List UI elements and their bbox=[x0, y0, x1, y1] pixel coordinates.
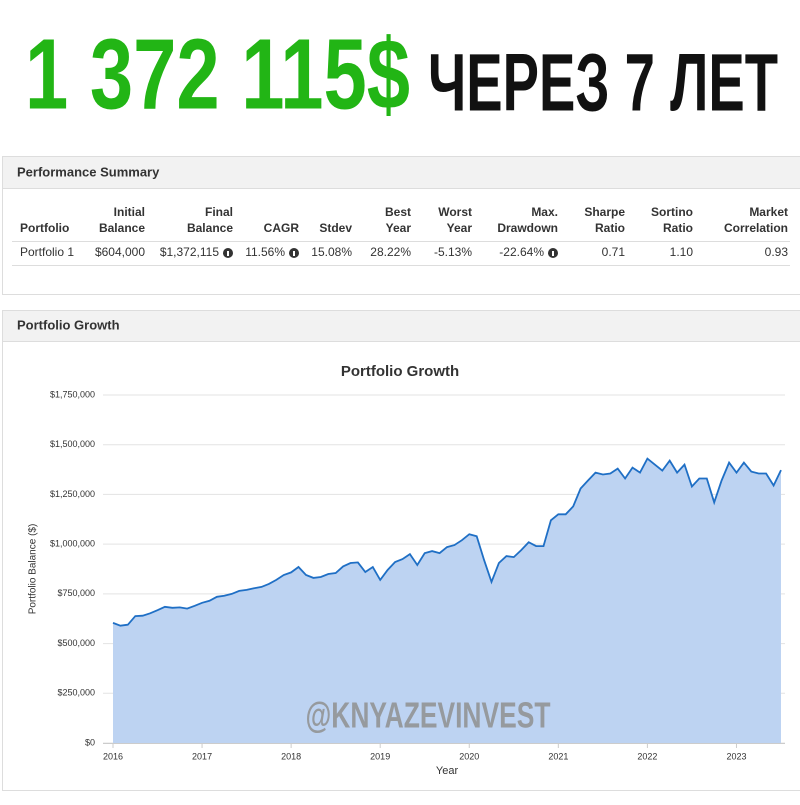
cell: 28.22% bbox=[370, 245, 411, 259]
cell: 15.08% bbox=[311, 245, 352, 259]
column-header: Portfolio bbox=[20, 221, 69, 235]
x-tick-label: 2021 bbox=[548, 751, 568, 761]
column-header: Balance bbox=[187, 221, 233, 235]
x-tick-label: 2016 bbox=[103, 751, 123, 761]
y-tick-label: $500,000 bbox=[57, 638, 95, 648]
cell: 11.56% bbox=[245, 245, 285, 259]
cell: Portfolio 1 bbox=[20, 245, 74, 259]
cell: 1.10 bbox=[670, 245, 694, 259]
cell: $1,372,115 bbox=[160, 245, 219, 259]
cell: -22.64% bbox=[499, 245, 544, 259]
x-tick-label: 2018 bbox=[281, 751, 301, 761]
column-header: Drawdown bbox=[497, 221, 558, 235]
column-header: Initial bbox=[114, 205, 145, 219]
column-header: Max. bbox=[531, 205, 558, 219]
column-header: Ratio bbox=[663, 221, 693, 235]
cell: 0.71 bbox=[602, 245, 626, 259]
y-tick-label: $250,000 bbox=[57, 688, 95, 698]
chart-title: Portfolio Growth bbox=[341, 363, 459, 380]
x-tick-label: 2019 bbox=[370, 751, 390, 761]
x-tick-label: 2022 bbox=[637, 751, 657, 761]
column-header: Balance bbox=[99, 221, 145, 235]
panel-title: Portfolio Growth bbox=[17, 317, 120, 332]
y-tick-label: $1,250,000 bbox=[50, 489, 95, 499]
column-header: Correlation bbox=[724, 221, 788, 235]
column-header: Sortino bbox=[651, 205, 693, 219]
y-tick-label: $750,000 bbox=[57, 588, 95, 598]
cell: -5.13% bbox=[434, 245, 472, 259]
column-header: Year bbox=[386, 221, 412, 235]
column-header: Worst bbox=[438, 205, 472, 219]
x-axis-label: Year bbox=[436, 765, 459, 777]
y-tick-label: $1,000,000 bbox=[50, 539, 95, 549]
column-header: Ratio bbox=[595, 221, 625, 235]
y-tick-label: $0 bbox=[85, 737, 95, 747]
column-header: Year bbox=[447, 221, 473, 235]
x-tick-label: 2023 bbox=[726, 751, 746, 761]
column-header: CAGR bbox=[264, 221, 300, 235]
growth-header bbox=[3, 311, 800, 341]
column-header: Market bbox=[749, 205, 788, 219]
info-icon-mark bbox=[293, 251, 295, 256]
y-axis-label: Portfolio Balance ($) bbox=[28, 524, 39, 615]
info-icon-mark bbox=[227, 251, 229, 256]
headline-text: ЧЕРЕЗ 7 ЛЕТ bbox=[428, 38, 778, 129]
column-header: Stdev bbox=[319, 221, 352, 235]
column-header: Sharpe bbox=[584, 205, 625, 219]
info-icon-mark bbox=[552, 251, 554, 256]
headline-amount: 1 372 115$ bbox=[25, 18, 410, 130]
cell: $604,000 bbox=[95, 245, 145, 259]
x-tick-label: 2017 bbox=[192, 751, 212, 761]
x-tick-label: 2020 bbox=[459, 751, 479, 761]
y-tick-label: $1,750,000 bbox=[50, 389, 95, 399]
column-header: Final bbox=[205, 205, 233, 219]
y-tick-label: $1,500,000 bbox=[50, 439, 95, 449]
column-header: Best bbox=[385, 205, 411, 219]
cell: 0.93 bbox=[765, 245, 789, 259]
panel-title: Performance Summary bbox=[17, 164, 160, 179]
watermark: @KNYAZEVINVEST bbox=[306, 695, 551, 736]
